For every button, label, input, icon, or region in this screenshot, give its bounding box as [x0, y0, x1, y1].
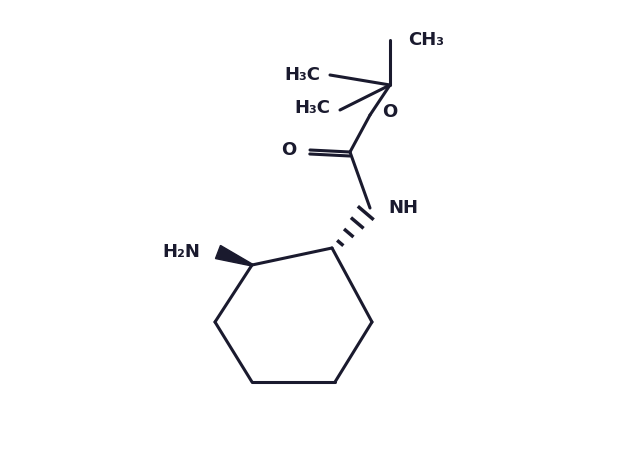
Text: O: O [281, 141, 296, 159]
Text: H₂N: H₂N [162, 243, 200, 261]
Text: O: O [382, 103, 397, 121]
Polygon shape [216, 245, 252, 266]
Text: H₃C: H₃C [294, 99, 330, 117]
Text: H₃C: H₃C [284, 66, 320, 84]
Text: NH: NH [388, 199, 418, 217]
Text: CH₃: CH₃ [408, 31, 444, 49]
